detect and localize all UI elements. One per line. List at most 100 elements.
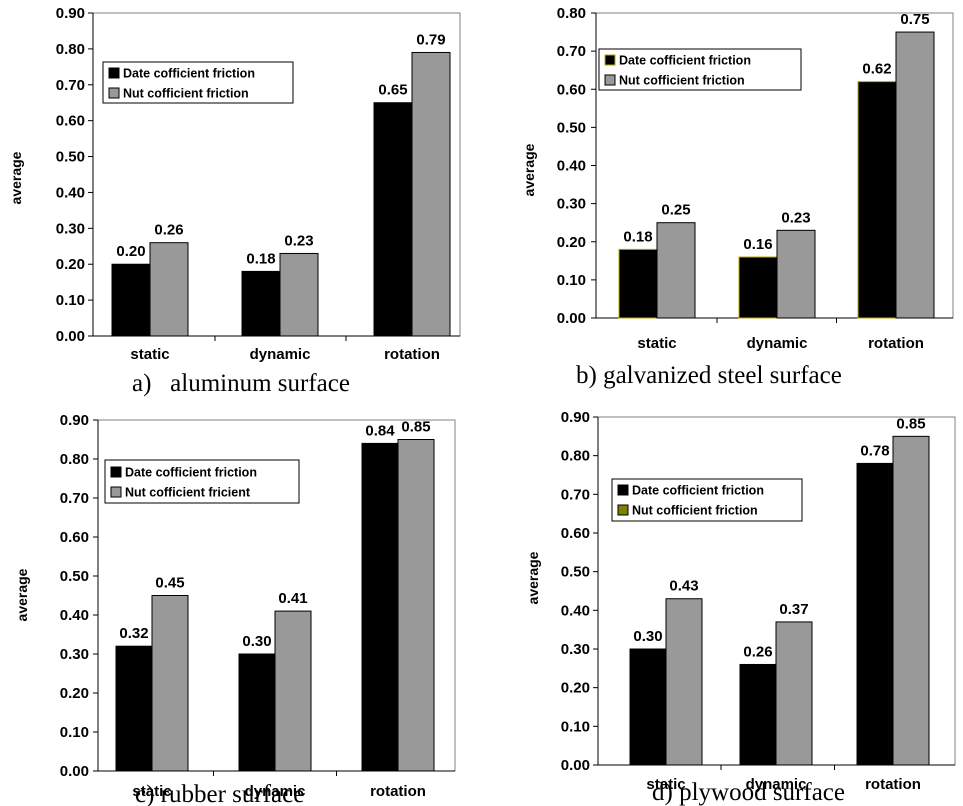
y-tick-label: 0.40 [60,607,89,624]
data-label: 0.20 [116,243,145,260]
y-tick-label: 0.30 [557,196,586,213]
legend-swatch-nut [110,486,122,498]
data-label: 0.30 [633,628,662,645]
y-tick-label: 0.60 [56,113,85,130]
data-label: 0.26 [743,643,772,660]
legend: Date cofficient friction Nut cofficient … [598,48,802,91]
y-tick-label: 0.30 [56,220,85,237]
x-category-label: rotation [868,335,924,352]
data-label: 0.23 [284,232,313,249]
data-label: 0.85 [896,415,925,432]
category-labels: static dynamic rotation [646,776,921,793]
bar-date-friction [857,81,897,319]
y-tick-label: 0.70 [60,490,89,507]
y-tick-label: 0.10 [56,292,85,309]
bar-nut-friction [776,229,816,319]
legend-label-date: Date cofficient friction [123,67,255,81]
bar-date-friction [361,442,399,772]
legend-swatch-date [108,67,120,79]
category-labels: static dynamic rotation [132,783,426,800]
panel-caption: b) galvanized steel surface [576,362,842,389]
data-label: 0.23 [781,209,810,226]
bars: 0.18 0.25 0.16 0.23 0.62 0.75 [618,11,935,319]
bars: 0.20 0.26 0.18 0.23 0.65 0.79 [111,31,451,337]
data-label: 0.30 [242,633,271,650]
legend-label-nut: Nut cofficient friction [123,87,249,101]
legend-label-nut: Nut cofficient fricient [125,486,251,500]
bar-date-friction [618,248,658,319]
y-tick-label: 0.50 [561,564,590,581]
bar-nut-friction [397,439,435,772]
y-tick-label: 0.90 [561,409,590,426]
bar-nut-friction [895,31,935,319]
bar-nut-friction [279,252,319,337]
legend-label-date: Date cofficient friction [125,466,257,480]
y-tick-label: 0.20 [557,234,586,251]
data-label: 0.75 [900,11,929,28]
legend-label-date: Date cofficient friction [619,54,751,68]
data-label: 0.41 [278,590,307,607]
y-tick-label: 0.80 [56,41,85,58]
data-label: 0.25 [661,202,690,219]
data-label: 0.79 [416,31,445,48]
legend-swatch-date [617,484,629,496]
bar-nut-friction [274,610,312,772]
y-tick-label: 0.80 [60,451,89,468]
data-label: 0.26 [154,222,183,239]
data-label: 0.65 [378,82,407,99]
y-tick-label: 0.40 [557,158,586,175]
y-tick-label: 0.30 [561,641,590,658]
data-label: 0.45 [155,575,184,592]
bar-nut-friction [149,242,189,337]
bar-date-friction [629,648,667,766]
y-axis-ticks: 0.00 0.10 0.20 0.30 0.40 0.50 0.60 0.70 0.80 0.90 [56,5,460,345]
y-tick-label: 0.80 [561,448,590,465]
y-tick-label: 0.70 [56,77,85,94]
y-tick-label: 0.90 [56,5,85,22]
data-label: 0.18 [623,228,652,245]
legend-swatch-date [604,54,616,66]
y-tick-label: 0.20 [56,256,85,273]
x-category-label: dynamic [747,335,808,352]
data-label: 0.78 [860,442,889,459]
y-tick-label: 0.10 [60,724,89,741]
panel-caption: c) rubber surface [135,781,304,806]
bar-date-friction [738,256,778,319]
data-label: 0.85 [401,419,430,436]
y-tick-label: 0.00 [60,763,89,780]
legend-label-nut: Nut cofficient friction [619,74,745,88]
y-tick-label: 0.10 [557,272,586,289]
data-label: 0.16 [743,236,772,253]
panel-caption: a) aluminum surface [132,370,350,397]
y-tick-label: 0.20 [561,680,590,697]
x-category-label: static [130,346,169,363]
legend: Date cofficient friction Nut cofficient … [102,61,294,104]
data-label: 0.18 [246,250,275,267]
legend-label-nut: Nut cofficient friction [632,504,758,518]
category-labels: static dynamic rotation [130,346,440,363]
y-tick-label: 0.10 [561,718,590,735]
x-category-label: rotation [384,346,440,363]
data-label: 0.62 [862,61,891,78]
y-axis-title: average [8,151,24,204]
data-label: 0.32 [119,625,148,642]
bar-date-friction [111,263,151,337]
bar-nut-friction [411,51,451,337]
legend-swatch-nut [617,504,629,516]
bar-date-friction [739,663,777,766]
legend: Date cofficient friction Nut cofficient … [611,478,803,522]
bars: 0.30 0.43 0.26 0.37 0.78 0.85 [629,415,930,766]
y-tick-label: 0.90 [60,412,89,429]
chart-panel-aluminum: average 0.00 0.10 0.20 0.30 0.40 0.50 0.60 0.70… [8,5,461,397]
chart-panel-plywood: average 0.00 0.10 0.20 0.30 0.40 0.50 0.60 0.70… [525,409,956,806]
y-tick-label: 0.60 [561,525,590,542]
x-category-label: rotation [370,783,426,800]
bar-nut-friction [775,621,813,766]
chart-panel-galvanized-steel: average 0.00 0.10 0.20 0.30 0.40 0.50 0.60 0.70… [521,5,954,389]
legend-swatch-date [110,466,122,478]
y-tick-label: 0.20 [60,685,89,702]
bar-nut-friction [151,595,189,772]
data-label: 0.43 [669,578,698,595]
bars: 0.32 0.45 0.30 0.41 0.84 0.85 [115,419,435,772]
